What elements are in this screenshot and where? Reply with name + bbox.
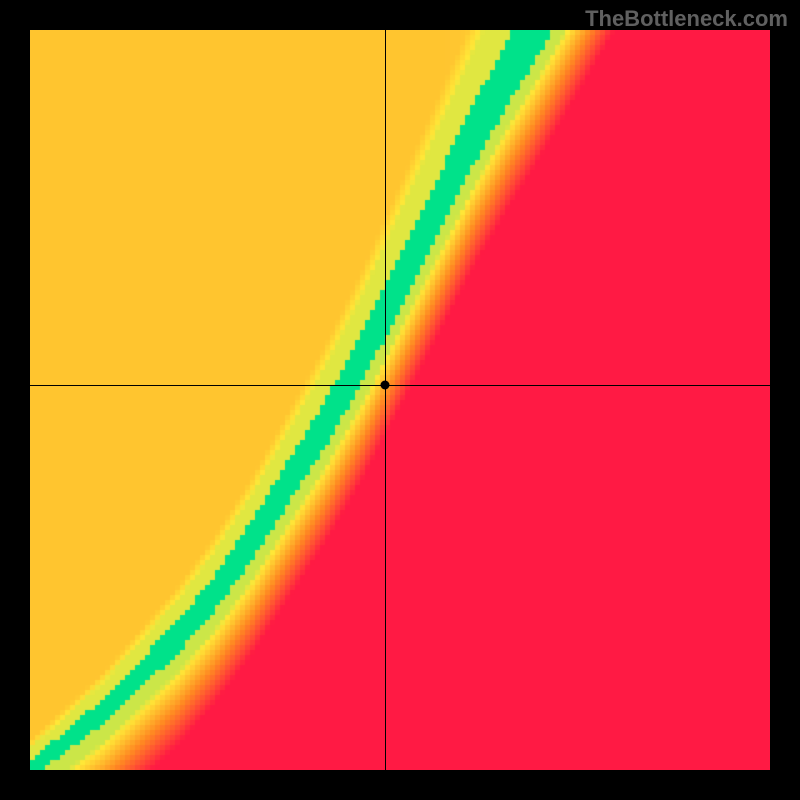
crosshair-vertical: [385, 30, 386, 770]
crosshair-horizontal: [30, 385, 770, 386]
marker-dot: [381, 381, 390, 390]
heatmap-canvas: [30, 30, 770, 770]
plot-area: [30, 30, 770, 770]
figure-container: TheBottleneck.com: [0, 0, 800, 800]
watermark-text: TheBottleneck.com: [585, 6, 788, 32]
